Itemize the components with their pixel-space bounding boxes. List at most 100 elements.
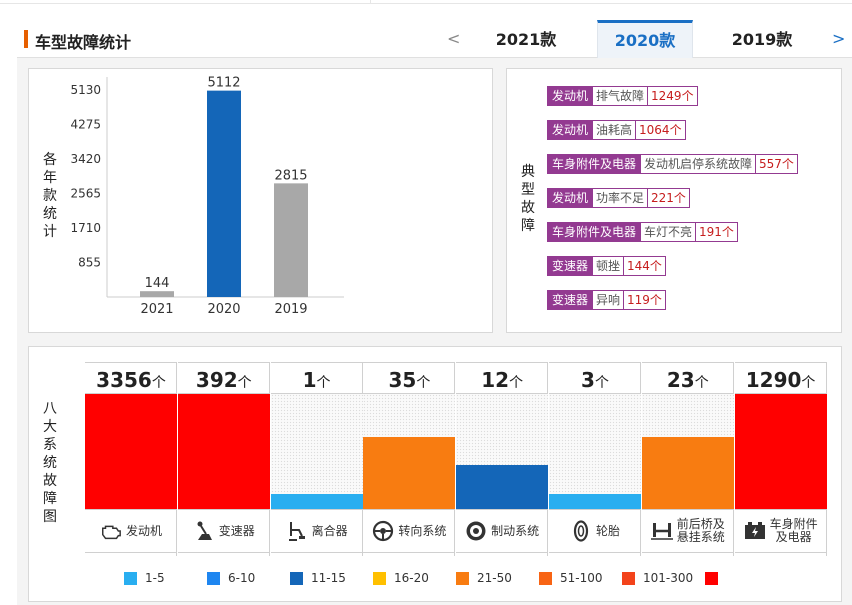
legend-item: 101-300 (622, 571, 705, 585)
fault-issue: 油耗高 (593, 120, 637, 140)
bar-value-label: 5112 (207, 76, 240, 91)
system-column[interactable]: 3356个发动机 (85, 362, 177, 556)
system-column[interactable]: 3个 轮胎 (549, 362, 641, 556)
system-name: 制动系统 (491, 523, 540, 538)
system-level-fill (456, 465, 549, 509)
fault-category: 变速器 (547, 256, 594, 276)
year-bar-chart: 855 1710 2565 3420 4275 5130 144 2021 5112 2020 28… (70, 76, 344, 317)
header-bar: 车型故障统计 < 2021款 2020款 2019款 > (17, 20, 852, 58)
legend-label: 16-20 (394, 571, 429, 585)
fault-row[interactable]: 发动机 排气故障 1249个 (547, 86, 698, 106)
year-chart-ylabel: 各年款统计 (43, 152, 57, 240)
legend-item: 51-100 (539, 571, 622, 585)
y-tick-label: 2565 (70, 186, 101, 200)
legend-swatch (124, 571, 137, 585)
legend-label: 11-15 (311, 571, 346, 585)
legend: 1-5 6-10 11-15 16-20 21-50 51-100 101-300 (124, 571, 788, 585)
system-count: 12个 (456, 362, 549, 394)
clutch-pedal-icon (286, 520, 308, 542)
gear-shift-icon (193, 520, 215, 542)
fault-row[interactable]: 车身附件及电器 车灯不亮 191个 (547, 222, 738, 242)
system-column[interactable]: 1个 离合器 (270, 362, 363, 556)
fault-category: 车身附件及电器 (547, 222, 642, 242)
section-title: 车型故障统计 (35, 33, 132, 52)
next-arrow-icon[interactable]: > (832, 29, 846, 48)
y-tick-label: 855 (78, 255, 101, 269)
system-column[interactable]: 12个制动系统 (456, 362, 549, 556)
prev-arrow-icon[interactable]: < (447, 29, 461, 48)
system-level-area (177, 394, 270, 509)
legend-swatch (705, 571, 718, 585)
fault-count: 1249个 (648, 86, 698, 106)
system-name: 离合器 (311, 523, 348, 538)
systems-label: 八大系统故障图 (43, 401, 57, 525)
axle-suspension-icon (650, 520, 673, 542)
legend-label: 1-5 (145, 571, 165, 585)
system-level-fill (270, 494, 363, 509)
system-name: 发动机 (125, 523, 162, 538)
system-column[interactable]: 1290个车身附件 及电器 (734, 362, 827, 556)
fault-category: 发动机 (547, 120, 594, 140)
system-count: 1290个 (734, 362, 827, 394)
fault-row[interactable]: 变速器 异响 119个 (547, 290, 666, 310)
system-count-unit: 个 (416, 375, 431, 391)
system-count-value: 3356 (96, 368, 152, 392)
system-count-value: 1290 (745, 368, 802, 392)
fault-issue: 顿挫 (593, 256, 625, 276)
year-chart-card: 各年款统计 855 1710 2565 3420 4275 5130 144 2021 5112… (28, 68, 493, 333)
system-level-area (270, 394, 363, 509)
system-label: 转向系统 (363, 509, 456, 553)
fault-count: 119个 (624, 290, 666, 310)
fault-row[interactable]: 发动机 功率不足 221个 (547, 188, 690, 208)
system-column[interactable]: 23个 前后桥及 悬挂系统 (641, 362, 734, 556)
bar-2020 (207, 90, 241, 297)
system-count-value: 1 (302, 368, 317, 392)
legend-label: 51-100 (560, 571, 603, 585)
system-count-unit: 个 (151, 375, 166, 391)
fault-count: 191个 (696, 222, 738, 242)
fault-row[interactable]: 变速器 顿挫 144个 (547, 256, 666, 276)
fault-row[interactable]: 发动机 油耗高 1064个 (547, 120, 686, 140)
fault-issue: 车灯不亮 (641, 222, 697, 242)
legend-item: 1-5 (124, 571, 207, 585)
system-level-area (363, 394, 456, 509)
legend-label: 6-10 (228, 571, 256, 585)
system-column[interactable]: 35个转向系统 (363, 362, 456, 556)
battery-icon (744, 520, 766, 542)
brake-disc-icon (465, 520, 487, 542)
system-label: 车身附件 及电器 (734, 509, 827, 553)
system-level-fill (734, 394, 827, 509)
system-column[interactable]: 392个 变速器 (177, 362, 270, 556)
system-count-unit: 个 (237, 375, 252, 391)
fault-count: 1064个 (636, 120, 686, 140)
legend-item (705, 571, 788, 585)
fault-category: 变速器 (547, 290, 594, 310)
system-level-fill (549, 494, 641, 509)
fault-issue: 排气故障 (593, 86, 649, 106)
legend-item: 16-20 (373, 571, 456, 585)
fault-row[interactable]: 车身附件及电器 发动机启停系统故障 557个 (547, 154, 798, 174)
tab-2021[interactable]: 2021款 (495, 30, 557, 49)
system-count: 23个 (641, 362, 734, 394)
legend-swatch (456, 571, 469, 585)
x-category-label: 2020 (207, 302, 240, 317)
x-category-label: 2019 (274, 302, 307, 317)
system-level-fill (641, 436, 734, 509)
tab-2020[interactable]: 2020款 (597, 20, 693, 58)
y-tick-label: 4275 (70, 117, 101, 131)
systems-card: 八大系统故障图 3356个 发动机 392个 变速器 1个 离合器 35个 转向系统 12个 制动… (28, 346, 842, 602)
fault-issue: 功率不足 (593, 188, 649, 208)
system-level-fill (85, 394, 177, 509)
fault-count: 144个 (624, 256, 666, 276)
system-count-value: 35 (388, 368, 417, 392)
legend-swatch (539, 571, 552, 585)
bar-2021 (140, 291, 174, 297)
system-label: 发动机 (85, 509, 177, 553)
system-count-value: 23 (666, 368, 695, 392)
tab-2019[interactable]: 2019款 (731, 30, 793, 49)
legend-item: 6-10 (207, 571, 290, 585)
fault-issue: 异响 (593, 290, 625, 310)
system-name: 轮胎 (595, 523, 620, 538)
system-count-unit: 个 (694, 375, 709, 391)
legend-swatch (373, 571, 386, 585)
